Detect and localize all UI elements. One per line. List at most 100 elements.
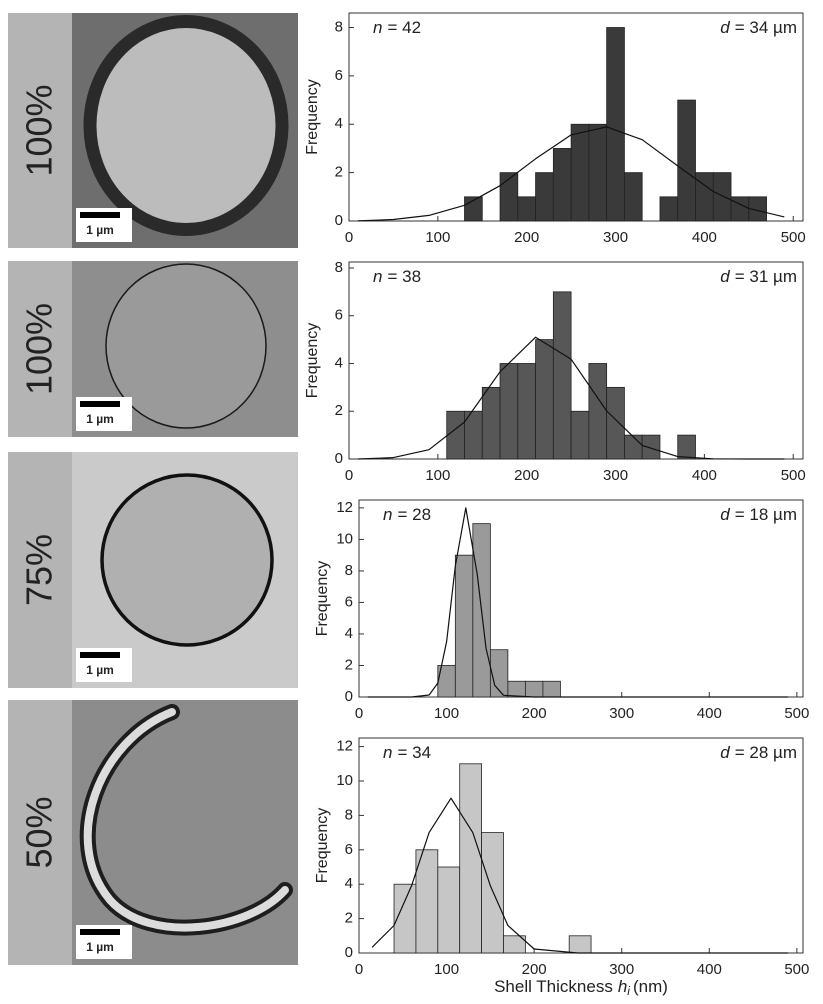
annotation: d = 34 µm <box>720 18 797 37</box>
histogram-bar <box>552 148 572 222</box>
x-axis-label-unit: (nm) <box>633 977 668 996</box>
histogram-bar <box>606 386 625 460</box>
x-tick-label: 100 <box>434 961 459 978</box>
y-tick-label: 8 <box>345 562 353 579</box>
y-tick-label: 8 <box>345 806 353 823</box>
annotation: d = 18 µm <box>720 505 797 524</box>
histogram-bar <box>659 196 679 222</box>
histogram-bar <box>588 363 608 460</box>
histogram-bar <box>624 434 643 460</box>
scale-bar-label: 1 µm <box>86 940 114 954</box>
y-tick-label: 2 <box>335 402 343 419</box>
annotation-text: = 18 µm <box>735 505 797 524</box>
y-tick-label: 6 <box>345 841 353 858</box>
y-tick-label: 8 <box>335 259 343 276</box>
annotation-text: = 34 µm <box>735 18 797 37</box>
annotation-symbol: n <box>383 743 392 762</box>
x-tick-label: 300 <box>603 467 628 484</box>
histogram-bar <box>415 849 439 954</box>
y-tick-label: 6 <box>345 593 353 610</box>
y-tick-label: 12 <box>336 499 353 516</box>
histogram-bar <box>542 680 561 698</box>
y-tick-label: 10 <box>336 772 353 789</box>
y-axis-label: Frequency <box>314 561 331 637</box>
scale-bar <box>80 401 120 407</box>
annotation-text: = 38 <box>387 267 421 286</box>
histogram-bar <box>481 386 501 460</box>
scale-bar <box>80 212 120 218</box>
shell <box>100 473 274 647</box>
histogram-bar <box>517 363 536 460</box>
histogram-bar <box>454 554 474 698</box>
x-tick-label: 400 <box>692 229 717 246</box>
annotation: n = 34 <box>383 743 431 762</box>
x-tick-label: 300 <box>609 961 634 978</box>
x-tick-label: 0 <box>345 229 353 246</box>
x-tick-label: 400 <box>697 961 722 978</box>
x-tick-label: 100 <box>425 229 450 246</box>
y-tick-label: 4 <box>335 115 343 132</box>
x-tick-label: 0 <box>355 961 363 978</box>
annotation: n = 28 <box>383 505 431 524</box>
x-tick-label: 100 <box>434 705 459 722</box>
annotation-text: = 34 <box>397 743 431 762</box>
scale-bar <box>80 929 120 935</box>
y-tick-label: 6 <box>335 307 343 324</box>
annotation: d = 28 µm <box>720 743 797 762</box>
y-tick-label: 6 <box>335 67 343 84</box>
y-tick-label: 4 <box>345 875 353 892</box>
annotation: n = 38 <box>373 267 421 286</box>
x-tick-label: 200 <box>522 961 547 978</box>
annotation-text: = 42 <box>387 18 421 37</box>
x-axis-label: Shell Thickness hi (nm) <box>494 977 668 998</box>
scale-bar-label: 1 µm <box>86 412 114 426</box>
annotation-text: = 28 µm <box>735 743 797 762</box>
histogram-bar <box>535 172 554 222</box>
histogram-bar <box>712 172 732 222</box>
y-tick-label: 0 <box>345 688 353 705</box>
panel-label: 50% <box>19 796 60 868</box>
x-tick-label: 500 <box>781 229 806 246</box>
x-tick-label: 0 <box>355 705 363 722</box>
y-tick-label: 4 <box>345 625 353 642</box>
x-axis-label-subscript: i <box>627 984 630 998</box>
panel-label-box <box>8 261 72 437</box>
panel-label-box <box>8 452 72 688</box>
x-tick-label: 200 <box>514 467 539 484</box>
y-tick-label: 0 <box>335 450 343 467</box>
x-tick-label: 400 <box>692 467 717 484</box>
histogram-bar <box>624 172 643 222</box>
panel-label-box <box>8 13 72 248</box>
y-tick-label: 2 <box>345 656 353 673</box>
plot-frame <box>358 499 804 698</box>
annotation-symbol: d <box>720 743 730 762</box>
y-tick-label: 10 <box>336 530 353 547</box>
x-tick-label: 100 <box>425 467 450 484</box>
panel-label-box <box>8 700 72 965</box>
x-tick-label: 200 <box>514 229 539 246</box>
histogram-bar <box>641 434 661 460</box>
annotation: d = 31 µm <box>720 267 797 286</box>
y-axis-label: Frequency <box>304 323 321 399</box>
annotation: n = 42 <box>373 18 421 37</box>
x-axis-label-symbol: h <box>618 977 627 996</box>
y-tick-label: 0 <box>335 212 343 229</box>
annotation-symbol: d <box>720 18 730 37</box>
x-tick-label: 500 <box>784 705 809 722</box>
histogram-bar <box>499 363 519 460</box>
scale-bar-label: 1 µm <box>86 223 114 237</box>
shell <box>83 15 289 236</box>
y-axis-label: Frequency <box>304 79 321 155</box>
histogram-bar <box>730 196 750 222</box>
x-axis-label-text: Shell Thickness <box>494 977 613 996</box>
gaussian-fit <box>357 336 785 460</box>
panel-label: 100% <box>19 303 60 395</box>
annotation-symbol: n <box>373 267 382 286</box>
histogram-bar <box>481 832 504 954</box>
scale-bar-label: 1 µm <box>86 663 114 677</box>
histogram-bar <box>499 172 519 222</box>
gaussian-fit <box>371 797 789 954</box>
histogram-bar <box>503 935 526 954</box>
x-tick-label: 0 <box>345 467 353 484</box>
x-tick-label: 300 <box>603 229 628 246</box>
